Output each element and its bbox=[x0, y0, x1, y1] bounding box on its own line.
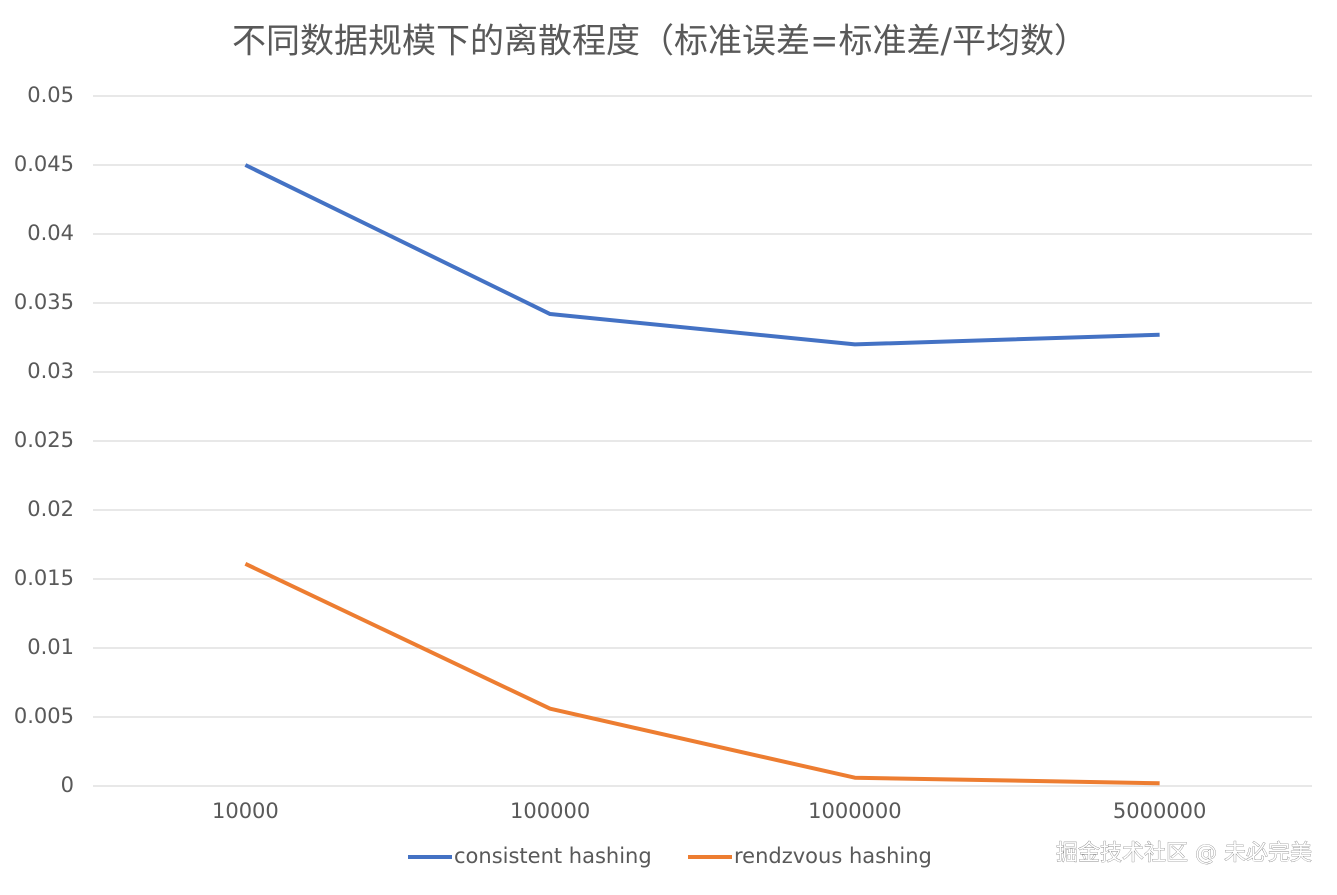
y-tick-label: 0.03 bbox=[27, 359, 74, 383]
watermark: 掘金技术社区 @ 未必完美 bbox=[1056, 841, 1312, 866]
legend-label: rendzvous hashing bbox=[734, 844, 932, 868]
y-tick-label: 0.025 bbox=[14, 428, 74, 452]
series-line bbox=[244, 562, 1160, 786]
legend-label: consistent hashing bbox=[454, 844, 652, 868]
y-tick-label: 0.05 bbox=[27, 83, 74, 107]
y-tick-label: 0 bbox=[61, 773, 74, 797]
y-tick-label: 0.035 bbox=[14, 290, 74, 314]
chart-title: 不同数据规模下的离散程度（标准误差=标准差/平均数） bbox=[232, 22, 1088, 62]
y-tick-label: 0.02 bbox=[27, 497, 74, 521]
x-tick-label: 5000000 bbox=[1113, 799, 1207, 823]
x-tick-label: 100000 bbox=[510, 799, 590, 823]
x-tick-label: 10000 bbox=[212, 799, 279, 823]
y-tick-label: 0.015 bbox=[14, 566, 74, 590]
y-tick-label: 0.045 bbox=[14, 152, 74, 176]
x-tick-label: 1000000 bbox=[808, 799, 902, 823]
series-line bbox=[244, 163, 1160, 347]
y-tick-label: 0.005 bbox=[14, 704, 74, 728]
y-tick-label: 0.01 bbox=[27, 635, 74, 659]
y-tick-label: 0.04 bbox=[27, 221, 74, 245]
